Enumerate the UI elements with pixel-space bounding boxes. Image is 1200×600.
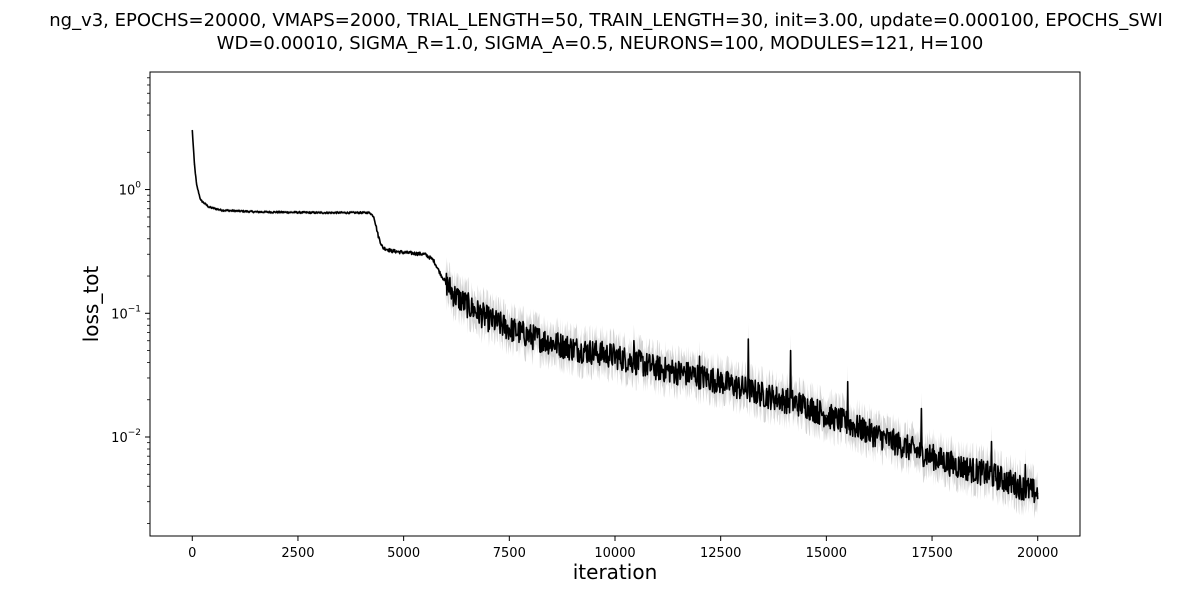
loss-data-point [804, 404, 806, 407]
y-tick-exponent: −2 [128, 428, 141, 438]
loss-data-point [656, 367, 658, 369]
loss-data-point [369, 212, 371, 214]
y-tick-exponent: −1 [128, 304, 141, 314]
y-tick-base: 10 [111, 431, 128, 446]
x-tick-label: 20000 [1017, 546, 1058, 561]
y-tick-base: 10 [119, 184, 136, 199]
x-tick-label: 17500 [911, 546, 952, 561]
loss-data-point [994, 475, 997, 478]
x-tick-label: 5000 [387, 546, 420, 561]
loss-data-point [550, 341, 553, 344]
loss-data-point [487, 318, 489, 320]
x-axis-ticks: 0 2500 5000 7500 10000 12500 15000 17500 20000 [188, 536, 1058, 561]
loss-data-point [441, 275, 443, 277]
loss-data-point [191, 129, 193, 132]
loss-data-point [453, 294, 455, 296]
loss-data-point [381, 246, 384, 249]
loss-band-layer [192, 128, 1038, 519]
x-tick-label: 0 [188, 546, 196, 561]
loss-data-point [952, 463, 954, 466]
loss-data-point [221, 209, 223, 211]
y-tick-label: 10−2 [111, 428, 141, 446]
y-axis-label: loss_tot [79, 266, 103, 343]
y-tick-base: 10 [111, 307, 128, 322]
loss-confidence-band [192, 128, 1038, 519]
loss-data-point [868, 431, 870, 433]
loss-data-point [825, 414, 827, 416]
x-tick-label: 7500 [493, 546, 526, 561]
loss-data-point [373, 216, 375, 218]
loss-data-point [698, 375, 701, 377]
x-tick-label: 12500 [700, 546, 741, 561]
y-tick-label: 100 [119, 181, 142, 199]
loss-data-point [529, 335, 532, 338]
loss-data-point [910, 448, 912, 450]
loss-data-point [614, 355, 616, 357]
y-tick-exponent: 0 [135, 181, 141, 191]
loss-data-point [432, 259, 434, 261]
loss-data-point [195, 183, 198, 186]
loss-data-point [1037, 492, 1039, 495]
loss-data-point [508, 328, 510, 330]
loss-line-layer [191, 129, 1039, 504]
loss-data-point [470, 307, 472, 309]
x-tick-label: 2500 [281, 546, 314, 561]
loss-data-point [572, 347, 574, 350]
chart-title-line-1-text: ng_v3, EPOCHS=20000, VMAPS=2000, TRIAL_L… [49, 10, 1163, 31]
x-axis-label: iteration [573, 560, 658, 584]
loss-data-point [200, 199, 202, 201]
y-tick-label: 10−1 [111, 304, 141, 322]
loss-data-point [208, 206, 210, 208]
loss-data-point [403, 251, 405, 254]
loss-data-point [255, 211, 257, 213]
x-tick-label: 10000 [594, 546, 635, 561]
loss-data-point [762, 394, 764, 396]
loss-line [191, 130, 1039, 504]
loss-data-point [377, 235, 379, 237]
loss-data-point [390, 250, 392, 252]
x-tick-label: 15000 [806, 546, 847, 561]
chart-title-line-2: WD=0.00010, SIGMA_R=1.0, SIGMA_A=0.5, NE… [216, 33, 984, 54]
loss-data-point [424, 253, 426, 255]
loss-data-point [318, 212, 320, 214]
loss-data-point [193, 163, 195, 165]
loss-data-point [720, 381, 722, 383]
